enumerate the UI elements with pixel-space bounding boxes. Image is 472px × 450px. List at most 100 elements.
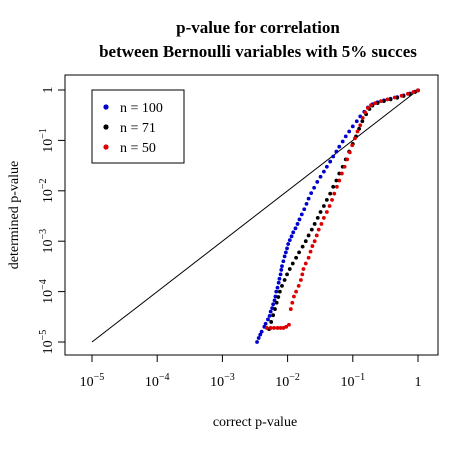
data-point [347, 129, 352, 134]
data-point [300, 272, 305, 277]
series-1 [255, 88, 420, 344]
data-point [399, 93, 404, 98]
data-point [271, 313, 276, 318]
series-2 [267, 88, 420, 332]
data-point [297, 250, 301, 255]
data-point [324, 197, 329, 202]
legend-label: n = 100 [120, 101, 163, 116]
data-point [328, 191, 333, 196]
data-point [316, 227, 321, 232]
data-point [343, 134, 348, 139]
data-point [350, 124, 355, 129]
series-3 [264, 88, 420, 330]
data-point [264, 326, 269, 330]
data-point [306, 233, 311, 238]
data-point [268, 326, 273, 330]
chart-title-line-1: p-value for correlation [176, 18, 340, 37]
data-point [279, 267, 284, 272]
data-point [300, 244, 305, 249]
data-point [319, 222, 324, 226]
data-point [278, 326, 283, 330]
y-axis: 10−5 10−4 10−3 10−2 10−1 1 [38, 87, 65, 355]
data-point [278, 272, 283, 277]
data-point [275, 285, 280, 290]
data-point [354, 119, 359, 124]
data-point [287, 267, 292, 271]
y-tick-label: 10−5 [38, 330, 56, 355]
y-tick-label: 10−1 [38, 128, 56, 153]
data-point [324, 210, 329, 214]
data-point [360, 119, 365, 124]
data-point [373, 101, 378, 105]
data-point [340, 139, 345, 144]
data-point [337, 144, 342, 149]
data-point [258, 332, 263, 337]
legend-marker [103, 144, 109, 150]
data-point [291, 230, 296, 235]
data-point [315, 216, 320, 220]
x-axis-label: correct p-value [213, 415, 297, 430]
legend-label: n = 71 [120, 121, 156, 136]
data-point [318, 210, 323, 214]
data-point [290, 261, 295, 266]
data-point [339, 171, 344, 176]
data-point [392, 95, 397, 100]
data-point [308, 249, 313, 254]
data-point [342, 164, 347, 169]
data-point [321, 204, 326, 208]
data-point [416, 88, 420, 93]
data-point [283, 250, 288, 255]
data-point [331, 184, 336, 189]
data-point [276, 280, 281, 285]
data-point [302, 207, 307, 212]
data-point [312, 239, 317, 244]
data-point [406, 91, 410, 96]
data-point [293, 226, 298, 231]
data-point [328, 159, 333, 164]
data-point [274, 300, 279, 305]
data-point [288, 307, 293, 311]
data-point [330, 197, 334, 202]
x-tick-label: 1 [415, 375, 422, 390]
data-point [297, 217, 302, 222]
data-point [350, 143, 355, 148]
data-point [314, 233, 319, 238]
data-point [318, 174, 323, 179]
data-point [289, 234, 294, 239]
data-point [276, 295, 281, 299]
data-point [266, 317, 270, 322]
data-point [309, 227, 314, 232]
y-axis-label: determined p-value [7, 161, 22, 269]
data-point [345, 157, 350, 162]
data-point [315, 180, 320, 184]
data-point [306, 255, 311, 260]
data-point [337, 178, 342, 183]
data-point [303, 261, 308, 266]
legend-marker [103, 104, 109, 110]
data-point [277, 276, 282, 281]
data-point [294, 289, 298, 294]
data-point [382, 99, 386, 104]
x-tick-label: 10−5 [80, 372, 105, 390]
data-point [324, 164, 329, 169]
data-point [347, 150, 352, 155]
data-point [385, 97, 390, 102]
x-tick-label: 10−4 [145, 372, 170, 390]
data-point [327, 204, 332, 208]
data-point [275, 326, 280, 330]
data-point [357, 126, 362, 131]
data-point [296, 283, 301, 288]
data-point [280, 264, 284, 269]
y-tick-label: 1 [41, 87, 56, 94]
y-tick-label: 10−3 [38, 229, 56, 254]
chart-title-line-2: between Bernoulli variables with 5% succ… [99, 42, 417, 61]
y-tick-label: 10−2 [38, 178, 56, 203]
data-point [309, 191, 314, 196]
plot-frame [64, 74, 439, 356]
data-point [292, 294, 296, 299]
data-point [290, 300, 295, 305]
data-point [284, 324, 289, 329]
reference-diagonal-line [91, 89, 419, 343]
legend-label: n = 50 [120, 141, 156, 156]
data-point [379, 99, 383, 104]
